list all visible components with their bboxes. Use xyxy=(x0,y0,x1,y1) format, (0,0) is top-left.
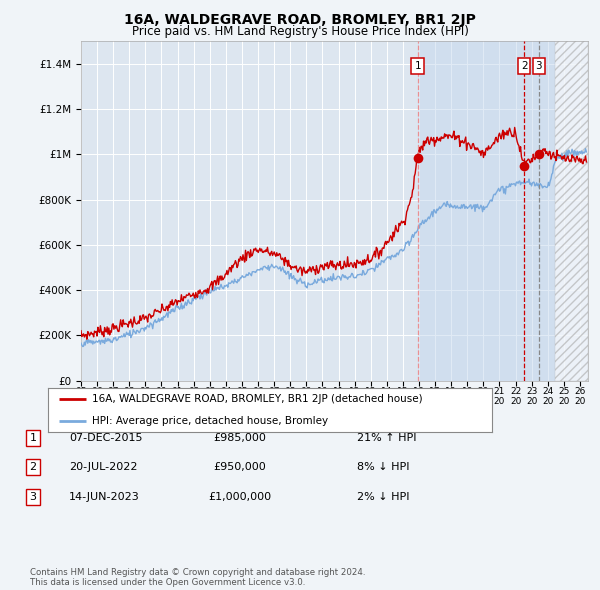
Text: 3: 3 xyxy=(536,61,542,71)
Bar xyxy=(418,41,588,381)
Text: 2% ↓ HPI: 2% ↓ HPI xyxy=(357,492,409,502)
Text: £985,000: £985,000 xyxy=(214,433,266,442)
Text: 14-JUN-2023: 14-JUN-2023 xyxy=(69,492,140,502)
Text: Contains HM Land Registry data © Crown copyright and database right 2024.
This d: Contains HM Land Registry data © Crown c… xyxy=(30,568,365,587)
Text: 16A, WALDEGRAVE ROAD, BROMLEY, BR1 2JP: 16A, WALDEGRAVE ROAD, BROMLEY, BR1 2JP xyxy=(124,13,476,27)
Text: 1: 1 xyxy=(29,433,37,442)
Text: 16A, WALDEGRAVE ROAD, BROMLEY, BR1 2JP (detached house): 16A, WALDEGRAVE ROAD, BROMLEY, BR1 2JP (… xyxy=(92,394,423,404)
Text: 1: 1 xyxy=(415,61,421,71)
Text: 21% ↑ HPI: 21% ↑ HPI xyxy=(357,433,416,442)
Text: 20-JUL-2022: 20-JUL-2022 xyxy=(69,463,137,472)
Text: HPI: Average price, detached house, Bromley: HPI: Average price, detached house, Brom… xyxy=(92,416,329,426)
Text: 8% ↓ HPI: 8% ↓ HPI xyxy=(357,463,409,472)
Text: Price paid vs. HM Land Registry's House Price Index (HPI): Price paid vs. HM Land Registry's House … xyxy=(131,25,469,38)
Text: £1,000,000: £1,000,000 xyxy=(208,492,272,502)
Text: 2: 2 xyxy=(29,463,37,472)
Text: 3: 3 xyxy=(29,492,37,502)
Text: 2: 2 xyxy=(521,61,527,71)
Text: 07-DEC-2015: 07-DEC-2015 xyxy=(69,433,143,442)
Bar xyxy=(554,41,588,381)
Text: £950,000: £950,000 xyxy=(214,463,266,472)
